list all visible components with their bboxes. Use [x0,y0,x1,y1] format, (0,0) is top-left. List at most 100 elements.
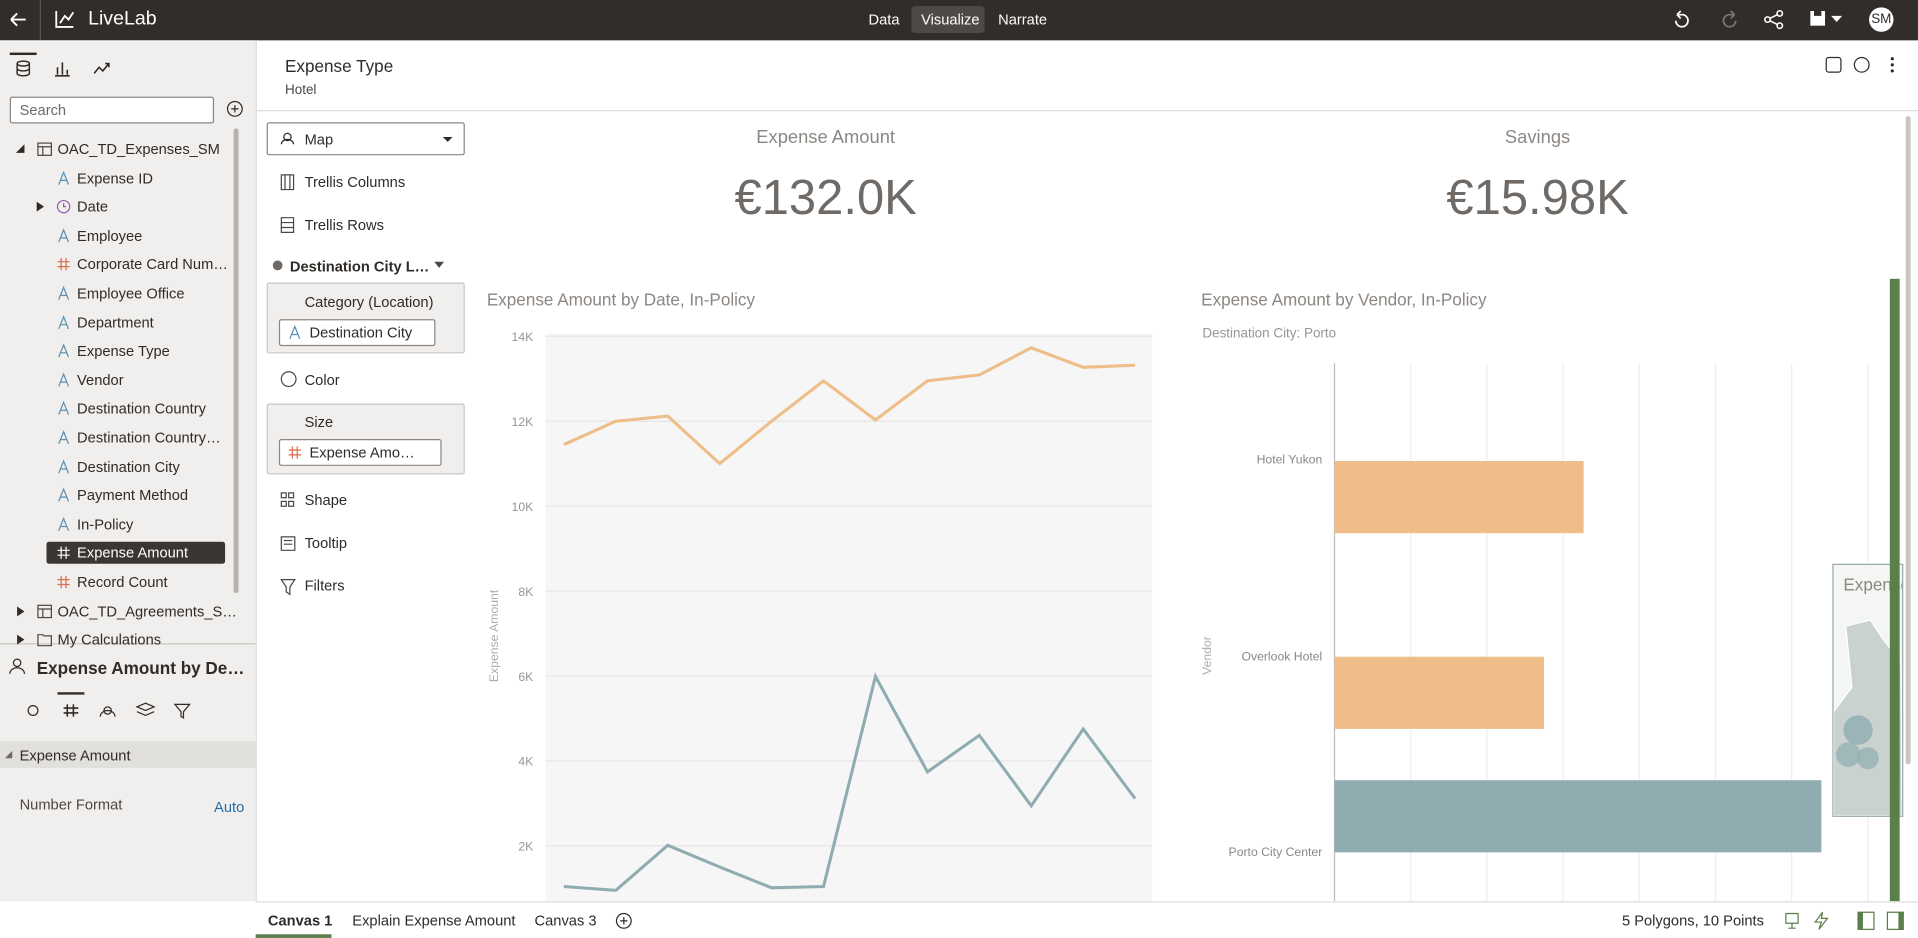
grammar-item[interactable]: Filters [304,577,345,595]
tree-row[interactable]: Destination Country [77,400,206,418]
expand-icon[interactable] [15,143,27,155]
tree-row[interactable]: Expense Type [77,342,170,360]
line-series [563,672,1137,892]
tree-row[interactable]: OAC_TD_Expenses_SM [57,140,220,158]
expand-icon[interactable] [15,634,27,646]
footer-icons [1785,911,1904,931]
kpi-value: €15.98K [1446,171,1629,226]
dropzone-label: Size [304,413,334,431]
row-icon [56,200,71,214]
grammar-item[interactable]: Color [304,371,340,389]
tree-row[interactable]: Employee [77,227,143,245]
top-icons [10,0,1894,41]
grammar-item[interactable]: Trellis Rows [304,216,384,234]
canvas-tab[interactable]: Canvas 3 [534,912,597,930]
back-icon[interactable] [10,12,26,27]
grammar-icons [272,174,297,596]
row-icon [58,285,70,300]
grammar-item[interactable]: Tooltip [304,534,348,552]
tree-row[interactable]: Expense ID [77,169,153,187]
tree-row[interactable]: Date [77,198,109,216]
general-tab-icon[interactable] [27,705,39,717]
tree-row[interactable]: Destination City [77,458,180,476]
undo-icon[interactable] [1674,10,1689,28]
viz-tab-icon[interactable] [55,62,70,77]
share-icon[interactable] [1764,9,1784,30]
canvas-tab[interactable]: Canvas 1 [267,912,333,930]
field-pill[interactable]: Destination City [278,319,436,347]
tree-row[interactable]: Employee Office [77,284,185,303]
tree-row[interactable]: Expense Amount [77,544,189,562]
row-icon [58,314,70,329]
nav-tab[interactable]: Narrate [998,11,1048,29]
menu-icon[interactable] [1890,57,1894,73]
layers-tab-icon[interactable] [135,702,156,717]
tree-row[interactable]: My Calculations [57,631,162,649]
row-icon [37,634,52,647]
layer-menu-icon[interactable] [433,260,445,270]
row-icon [57,575,70,589]
y-axis-label: Vendor [1200,636,1214,675]
tree-row[interactable]: Department [77,313,154,331]
grammar-item[interactable]: Shape [304,491,348,509]
canvas-icons [1825,56,1894,73]
divider [0,643,256,645]
expand-icon[interactable] [15,605,27,617]
property-label: Number Format [19,796,123,814]
row-icon [57,258,70,271]
tree-row[interactable]: Vendor [77,371,124,389]
add-canvas-icon[interactable] [614,911,634,931]
tree-row[interactable]: Corporate Card Num… [77,256,228,274]
canvas-tab[interactable]: Explain Expense Amount [352,912,516,930]
tree-row[interactable]: Payment Method [77,486,189,505]
y-tick-label: 12K [512,415,535,429]
property-value[interactable]: Auto [214,798,245,816]
tree-row[interactable]: Destination Country… [77,429,221,447]
add-data-icon[interactable] [225,99,245,119]
search-box[interactable] [9,96,215,124]
assistant-icon[interactable] [1853,56,1870,73]
redo-icon[interactable] [1722,10,1737,28]
scrollbar[interactable] [233,128,239,594]
tree-row[interactable]: OAC_TD_Agreements_S… [57,602,237,620]
panel-icon[interactable] [1886,911,1904,931]
filter-value[interactable]: Hotel [285,83,317,98]
expand-icon[interactable] [34,201,46,213]
nav-tab[interactable]: Visualize [921,11,980,29]
filter-bar-border [256,110,1918,112]
nav-tab[interactable]: Data [868,11,900,29]
auto-insights-icon[interactable] [1825,56,1842,73]
dropzone-label: Category (Location) [304,293,434,311]
row-icon [58,458,70,473]
refresh-icon[interactable] [1814,911,1829,930]
layer-name[interactable]: Destination City L… [289,258,430,276]
row-icon [58,430,70,445]
grammar-item[interactable]: Trellis Columns [304,173,406,191]
number-tab-icon[interactable] [63,704,79,717]
filter-tab-icon[interactable] [173,703,191,719]
pill-icon [288,446,301,459]
line-series [563,346,1136,466]
kpi-title: Savings [1504,127,1571,148]
tree-row[interactable]: In-Policy [77,515,134,533]
data-tab-icon[interactable] [16,60,31,77]
y-axis-label: Expense Amount [487,589,501,682]
filter-label[interactable]: Expense Type [285,56,394,76]
tab-selected-bg [911,6,985,34]
present-icon[interactable] [1785,912,1799,929]
map-shapes [1833,619,1903,816]
field-pill[interactable]: Expense Amo… [278,439,442,466]
panel-tabs [9,52,110,77]
panel-icon-fill [1858,912,1863,930]
tree-row[interactable]: Record Count [77,573,168,591]
avatar[interactable] [1869,7,1894,32]
analytics-tab-icon[interactable] [93,62,110,74]
canvas-scrollbar[interactable] [1905,116,1911,765]
map-tab-icon[interactable] [99,706,116,717]
plot-area [545,333,1153,902]
save-icon[interactable] [1810,11,1843,26]
viz-type-select[interactable] [266,122,465,156]
selection-bar [1889,278,1900,902]
collapse-icon[interactable] [4,750,14,760]
